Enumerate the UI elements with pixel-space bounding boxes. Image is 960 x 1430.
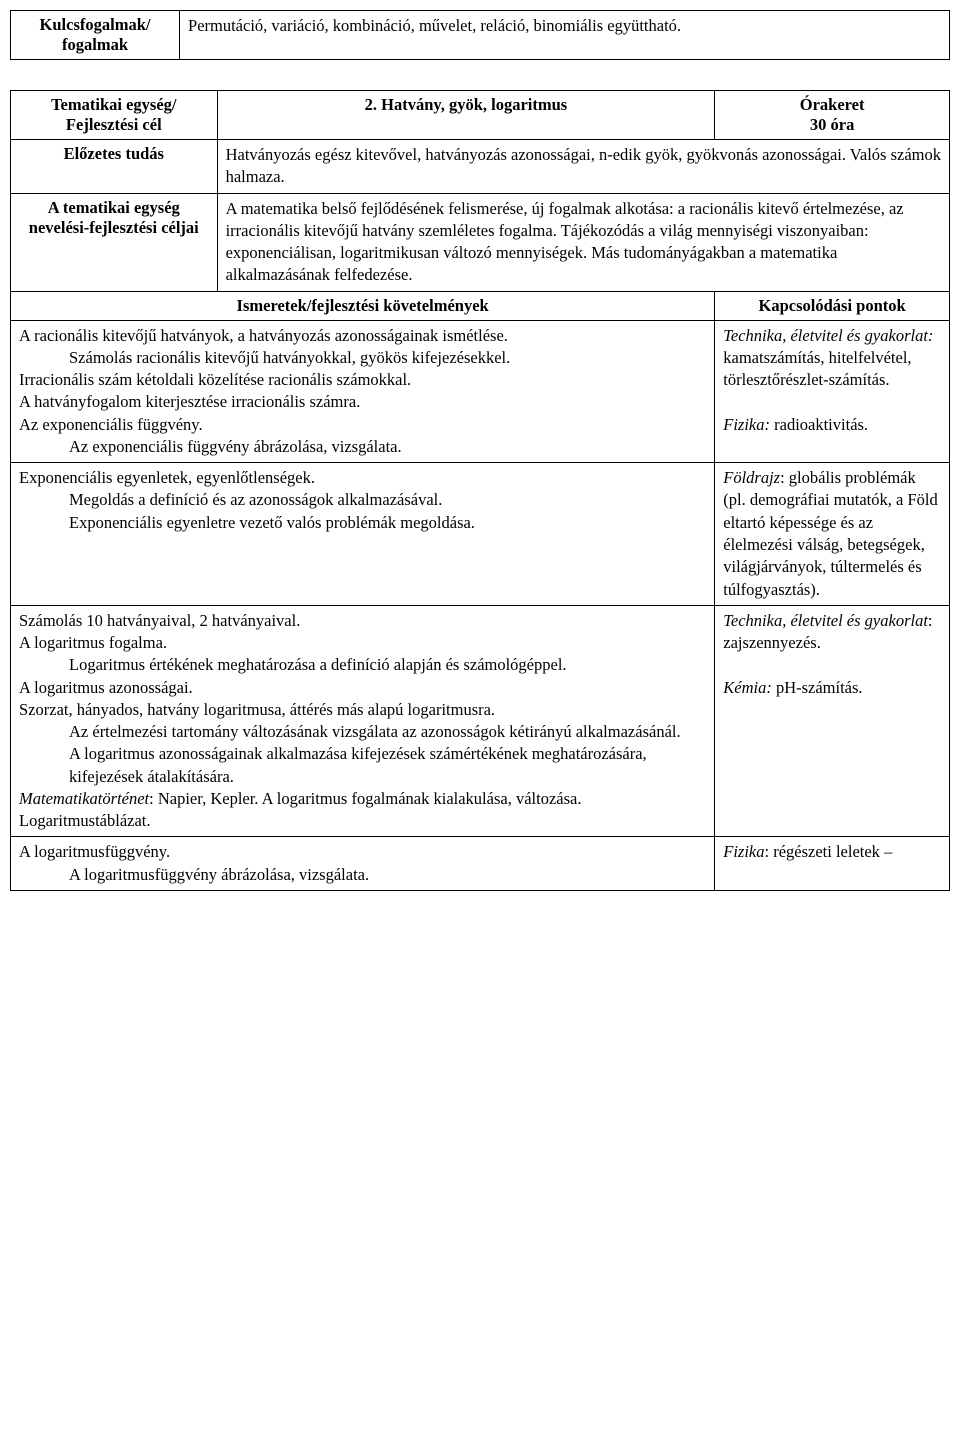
- hours-cell: Órakeret 30 óra: [715, 91, 950, 140]
- links-block-4: Fizika: régészeti leletek –: [715, 837, 950, 891]
- table-row: A racionális kitevőjű hatványok, a hatvá…: [11, 320, 950, 463]
- text-line: Irracionális szám kétoldali közelítése r…: [19, 370, 411, 389]
- text-line: A logaritmus azonosságai.: [19, 678, 193, 697]
- text-line: Az exponenciális függvény.: [19, 415, 203, 434]
- table-row: A tematikai egység nevelési-fejlesztési …: [11, 193, 950, 291]
- text-line: A logaritmus fogalma.: [19, 633, 167, 652]
- table-row: Számolás 10 hatványaival, 2 hatványaival…: [11, 605, 950, 837]
- text-line: Szorzat, hányados, hatvány logaritmusa, …: [19, 700, 495, 719]
- prior-knowledge-label: Előzetes tudás: [11, 140, 218, 194]
- prior-knowledge-content: Hatványozás egész kitevővel, hatványozás…: [217, 140, 949, 194]
- hours-l2: 30 óra: [810, 115, 854, 134]
- text-line: Logaritmus értékének meghatározása a def…: [19, 654, 706, 676]
- curriculum-table: Tematikai egység/ Fejlesztési cél 2. Hat…: [10, 90, 950, 891]
- text-line: Számolás racionális kitevőjű hatványokka…: [19, 347, 706, 369]
- link-text: : globális problémák (pl. demográfiai mu…: [723, 468, 937, 598]
- link-topic: Fizika: [723, 842, 764, 861]
- table-row: A logaritmusfüggvény. A logaritmusfüggvé…: [11, 837, 950, 891]
- concepts-table: Kulcsfogalmak/ fogalmak Permutáció, vari…: [10, 10, 950, 60]
- concepts-label: Kulcsfogalmak/ fogalmak: [11, 11, 180, 60]
- text-line: A logaritmus azonosságainak alkalmazása …: [19, 743, 706, 788]
- text-line: Az exponenciális függvény ábrázolása, vi…: [19, 436, 706, 458]
- hours-l1: Órakeret: [800, 95, 865, 114]
- text-line: A hatványfogalom kiterjesztése irracioná…: [19, 392, 360, 411]
- link-text: radioaktivitás.: [770, 415, 868, 434]
- links-block-2: Földrajz: globális problémák (pl. demogr…: [715, 463, 950, 606]
- link-topic: Földrajz: [723, 468, 780, 487]
- link-topic: Technika, életvitel és gyakorlat:: [723, 326, 933, 345]
- text-line: A logaritmusfüggvény ábrázolása, vizsgál…: [19, 864, 706, 886]
- text-line: Számolás 10 hatványaival, 2 hatványaival…: [19, 611, 300, 630]
- text-line: A logaritmusfüggvény.: [19, 842, 170, 861]
- table-row: Exponenciális egyenletek, egyenlőtlenség…: [11, 463, 950, 606]
- label-line2: fogalmak: [62, 35, 128, 54]
- table-row: Előzetes tudás Hatványozás egész kitevőv…: [11, 140, 950, 194]
- content-block-1: A racionális kitevőjű hatványok, a hatvá…: [11, 320, 715, 463]
- table-row: Kulcsfogalmak/ fogalmak Permutáció, vari…: [11, 11, 950, 60]
- links-header: Kapcsolódási pontok: [715, 291, 950, 320]
- link-text: : régészeti leletek –: [765, 842, 893, 861]
- link-topic: Kémia:: [723, 678, 772, 697]
- label-line1: Kulcsfogalmak/: [40, 15, 151, 34]
- concepts-content: Permutáció, variáció, kombináció, művele…: [180, 11, 950, 60]
- content-block-4: A logaritmusfüggvény. A logaritmusfüggvé…: [11, 837, 715, 891]
- text-line: Megoldás a definíció és az azonosságok a…: [19, 489, 706, 511]
- goals-content: A matematika belső fejlődésének felismer…: [217, 193, 949, 291]
- link-topic: Fizika:: [723, 415, 770, 434]
- goals-label: A tematikai egység nevelési-fejlesztési …: [11, 193, 218, 291]
- unit-label: Tematikai egység/ Fejlesztési cél: [11, 91, 218, 140]
- link-text: pH-számítás.: [772, 678, 863, 697]
- text-line: Exponenciális egyenletre vezető valós pr…: [19, 512, 706, 534]
- unit-label-l2: Fejlesztési cél: [66, 115, 162, 134]
- link-topic: Technika, életvitel és gyakorlat: [723, 611, 928, 630]
- text-line: A racionális kitevőjű hatványok, a hatvá…: [19, 326, 508, 345]
- links-block-1: Technika, életvitel és gyakorlat: kamats…: [715, 320, 950, 463]
- unit-title: 2. Hatvány, gyök, logaritmus: [217, 91, 715, 140]
- unit-label-l1: Tematikai egység/: [51, 95, 176, 114]
- content-block-3: Számolás 10 hatványaival, 2 hatványaival…: [11, 605, 715, 837]
- text-line: Exponenciális egyenletek, egyenlőtlenség…: [19, 468, 315, 487]
- text-line: Az értelmezési tartomány változásának vi…: [19, 721, 706, 743]
- history-label: Matematikatörténet: [19, 789, 149, 808]
- table-row: Ismeretek/fejlesztési követelmények Kapc…: [11, 291, 950, 320]
- content-block-2: Exponenciális egyenletek, egyenlőtlenség…: [11, 463, 715, 606]
- table-row: Tematikai egység/ Fejlesztési cél 2. Hat…: [11, 91, 950, 140]
- requirements-header: Ismeretek/fejlesztési követelmények: [11, 291, 715, 320]
- link-text: kamatszámítás, hitelfelvétel, törlesztőr…: [723, 348, 911, 389]
- links-block-3: Technika, életvitel és gyakorlat: zajsze…: [715, 605, 950, 837]
